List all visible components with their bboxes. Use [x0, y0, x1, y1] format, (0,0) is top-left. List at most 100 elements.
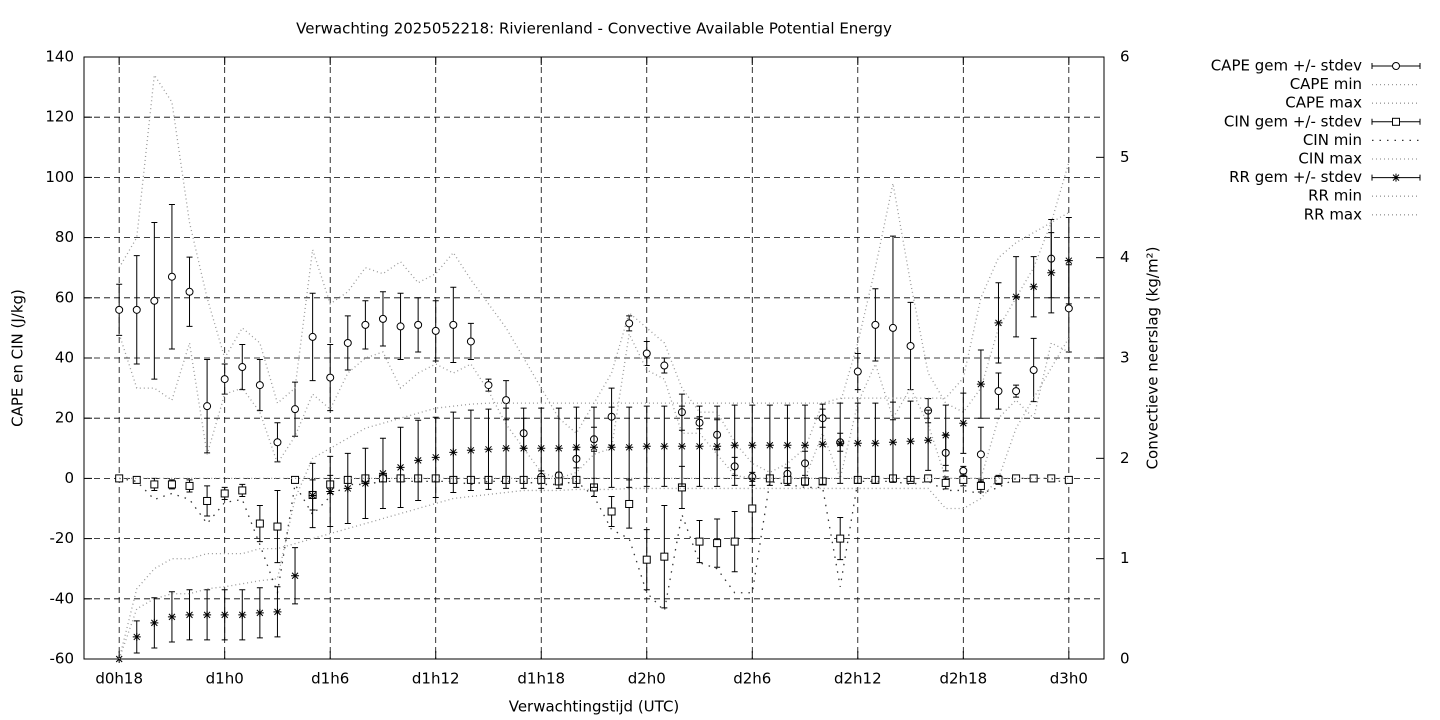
point [167, 612, 176, 621]
point [941, 431, 950, 440]
point [185, 481, 194, 490]
y-tick-label: 20 [55, 409, 74, 427]
y-tick-label: 60 [55, 288, 74, 306]
point [308, 491, 317, 500]
point [713, 442, 722, 451]
point [554, 444, 563, 453]
point [924, 436, 933, 445]
point [343, 484, 352, 493]
y-tick-label: 80 [55, 228, 74, 246]
point [1029, 282, 1038, 291]
point [836, 534, 845, 543]
point [273, 438, 282, 447]
point [801, 441, 810, 450]
point [590, 443, 598, 452]
point [378, 314, 387, 323]
point [695, 442, 704, 451]
legend-label: CAPE min [1290, 75, 1362, 93]
point [695, 537, 704, 546]
point [888, 438, 897, 447]
x-tick-label: d2h18 [939, 670, 987, 688]
point [431, 326, 440, 335]
point [941, 478, 950, 487]
point [308, 332, 317, 341]
y-tick-label: 0 [64, 469, 74, 487]
point [1047, 268, 1056, 277]
point [431, 453, 440, 462]
point [976, 481, 985, 490]
point [818, 440, 827, 449]
legend-label: CIN gem +/- stdev [1224, 112, 1362, 130]
point [414, 320, 423, 329]
point [150, 480, 159, 489]
point [255, 608, 264, 617]
legend-label: CAPE gem +/- stdev [1211, 57, 1362, 75]
point [888, 323, 897, 332]
point [748, 441, 757, 450]
point [449, 448, 458, 457]
x-tick-label: d0h18 [95, 670, 143, 688]
point [220, 610, 229, 619]
point [361, 320, 370, 329]
point [1064, 304, 1073, 313]
y-tick-label: -20 [50, 529, 75, 547]
point [238, 363, 247, 372]
point [203, 610, 212, 619]
x-tick-label: d1h18 [517, 670, 565, 688]
y-tick-label: 120 [45, 108, 74, 126]
point [238, 610, 247, 619]
legend-label: CIN max [1298, 150, 1362, 168]
point [660, 361, 669, 370]
point [466, 337, 475, 346]
x-tick-label: d3h0 [1050, 670, 1088, 688]
point [642, 442, 651, 451]
point [220, 489, 229, 498]
y-tick-label: -60 [50, 650, 75, 668]
point [484, 381, 493, 390]
y2-tick-label: 3 [1120, 349, 1130, 367]
x-tick-label: d1h6 [311, 670, 349, 688]
point [132, 305, 141, 314]
point [273, 522, 282, 531]
y-axis-label: CAPE en CIN (J/kg) [9, 289, 27, 427]
point [994, 475, 1003, 484]
point [519, 444, 528, 453]
point [167, 480, 176, 489]
point [906, 437, 915, 446]
point [994, 387, 1003, 396]
point [1012, 292, 1021, 301]
x-tick-label: d2h12 [834, 670, 882, 688]
point [607, 443, 616, 452]
point [291, 475, 300, 484]
legend-marker [1392, 173, 1400, 182]
y-tick-label: 100 [45, 168, 74, 186]
point [167, 272, 176, 281]
point [396, 322, 405, 331]
x-axis-label: Verwachtingstijd (UTC) [509, 698, 680, 716]
point [994, 318, 1003, 327]
point [853, 439, 862, 448]
point [273, 607, 282, 616]
point [607, 507, 616, 516]
line [118, 73, 1070, 474]
point [660, 552, 669, 561]
point [326, 487, 335, 496]
y2-tick-label: 1 [1120, 549, 1130, 567]
x-tick-label: d1h0 [206, 670, 244, 688]
point [730, 441, 739, 450]
point [959, 419, 968, 428]
point [326, 373, 335, 382]
point [291, 571, 300, 580]
point [677, 442, 686, 451]
point [203, 402, 212, 411]
point [466, 446, 475, 455]
point [625, 319, 634, 328]
legend-label: CAPE max [1285, 94, 1362, 112]
point [203, 496, 212, 505]
y2-tick-label: 4 [1120, 248, 1130, 266]
point [1029, 366, 1038, 375]
point [871, 320, 880, 329]
point [959, 475, 968, 484]
